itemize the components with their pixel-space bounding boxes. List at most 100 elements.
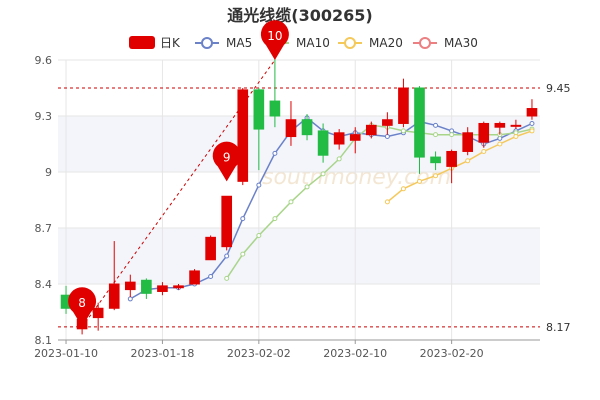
ma20-point: [465, 158, 471, 164]
candle: [446, 149, 457, 184]
legend-label-3: MA20: [369, 36, 403, 50]
y-tick-label: 9: [45, 166, 52, 179]
y-tick-label: 9.6: [35, 54, 53, 67]
candle-body: [157, 285, 168, 292]
ma10-point: [336, 156, 342, 162]
candle: [237, 88, 249, 186]
pin-shape: [68, 287, 97, 327]
reference-lines: 9.45 8.17: [58, 59, 571, 334]
candle-body: [141, 279, 152, 294]
candle: [124, 274, 136, 298]
ma10-point: [224, 275, 230, 281]
candle-body: [285, 119, 297, 138]
candle: [108, 241, 120, 311]
candle-body: [333, 132, 345, 145]
ma20-point: [400, 186, 406, 192]
ma5-point: [208, 274, 214, 280]
candle: [494, 121, 506, 135]
candle: [269, 58, 281, 128]
candle-body: [92, 307, 104, 319]
ref-label: 9.45: [546, 82, 571, 95]
ma20-point: [529, 128, 535, 134]
legend-swatch-0: [129, 36, 155, 49]
legend-label-1: MA5: [226, 36, 252, 50]
candle: [317, 123, 329, 163]
grid: [58, 59, 540, 341]
ma10-point: [400, 128, 406, 134]
ma5-point: [240, 216, 246, 222]
candle-body: [189, 270, 200, 285]
ma10-point: [304, 184, 310, 190]
x-tick-label: 2023-01-10: [34, 347, 98, 360]
candle-body: [317, 130, 329, 156]
pin-marker: 10: [260, 20, 289, 60]
ma10-point: [320, 171, 326, 177]
candle: [221, 195, 233, 251]
candle-body: [494, 122, 506, 128]
ma5-point: [127, 296, 133, 302]
candle-body: [173, 285, 184, 289]
candle-body: [108, 283, 120, 309]
legend-dot-4: [419, 37, 431, 49]
ma10-point: [288, 199, 294, 205]
candle: [478, 121, 490, 148]
candle: [173, 284, 184, 290]
ma5-point: [256, 182, 262, 188]
candle: [510, 119, 522, 130]
y-tick-label: 8.7: [35, 222, 53, 235]
candle-body: [221, 195, 233, 248]
candle: [333, 129, 345, 150]
legend-label-0: 日K: [160, 36, 181, 50]
candle: [349, 127, 361, 154]
candle-body: [301, 119, 313, 136]
candle-body: [237, 89, 249, 182]
y-tick-label: 9.3: [35, 110, 53, 123]
ma20-point: [384, 199, 390, 205]
legend-dot-3: [344, 37, 356, 49]
x-tick-label: 2023-02-20: [420, 347, 484, 360]
candle-body: [349, 134, 361, 141]
candle: [365, 121, 377, 139]
y-tick-label: 8.1: [35, 334, 53, 347]
pin-label: 8: [78, 296, 86, 310]
ma5-point: [384, 134, 390, 140]
candle-body: [510, 124, 522, 127]
grid-band: [58, 228, 540, 284]
ma20-point: [513, 134, 519, 140]
candle-body: [430, 156, 441, 164]
candle-body: [124, 281, 136, 291]
pin-marker: 8: [68, 287, 97, 327]
candle: [189, 269, 200, 285]
candle: [205, 235, 216, 261]
ma10-point: [256, 232, 262, 238]
ma20-point: [481, 148, 487, 154]
candle: [301, 114, 313, 141]
candle-body: [253, 89, 265, 130]
ma20-point: [417, 178, 422, 184]
candle-body: [414, 87, 425, 158]
candle-body: [446, 150, 457, 167]
ref-label: 8.17: [546, 321, 571, 334]
candle: [157, 282, 168, 296]
legend-dot-1: [201, 37, 213, 49]
ma10-point: [433, 132, 439, 138]
ma20-point: [433, 173, 439, 179]
pin-marker: 9: [212, 141, 241, 182]
ma5-point: [433, 122, 439, 128]
y-tick-label: 8.4: [35, 278, 53, 291]
candle: [430, 151, 441, 171]
candle: [285, 101, 297, 146]
pin-shape: [260, 20, 289, 60]
candle: [414, 86, 425, 174]
legend-label-4: MA30: [444, 36, 478, 50]
candle-body: [478, 122, 490, 143]
x-tick-label: 2023-02-02: [227, 347, 291, 360]
pin-label: 9: [223, 150, 231, 164]
candle-body: [269, 100, 281, 117]
candle: [526, 99, 538, 120]
x-tick-label: 2023-01-18: [130, 347, 194, 360]
candle: [92, 302, 104, 331]
candle-body: [365, 124, 377, 136]
candle: [398, 78, 409, 128]
candle-body: [462, 132, 474, 152]
